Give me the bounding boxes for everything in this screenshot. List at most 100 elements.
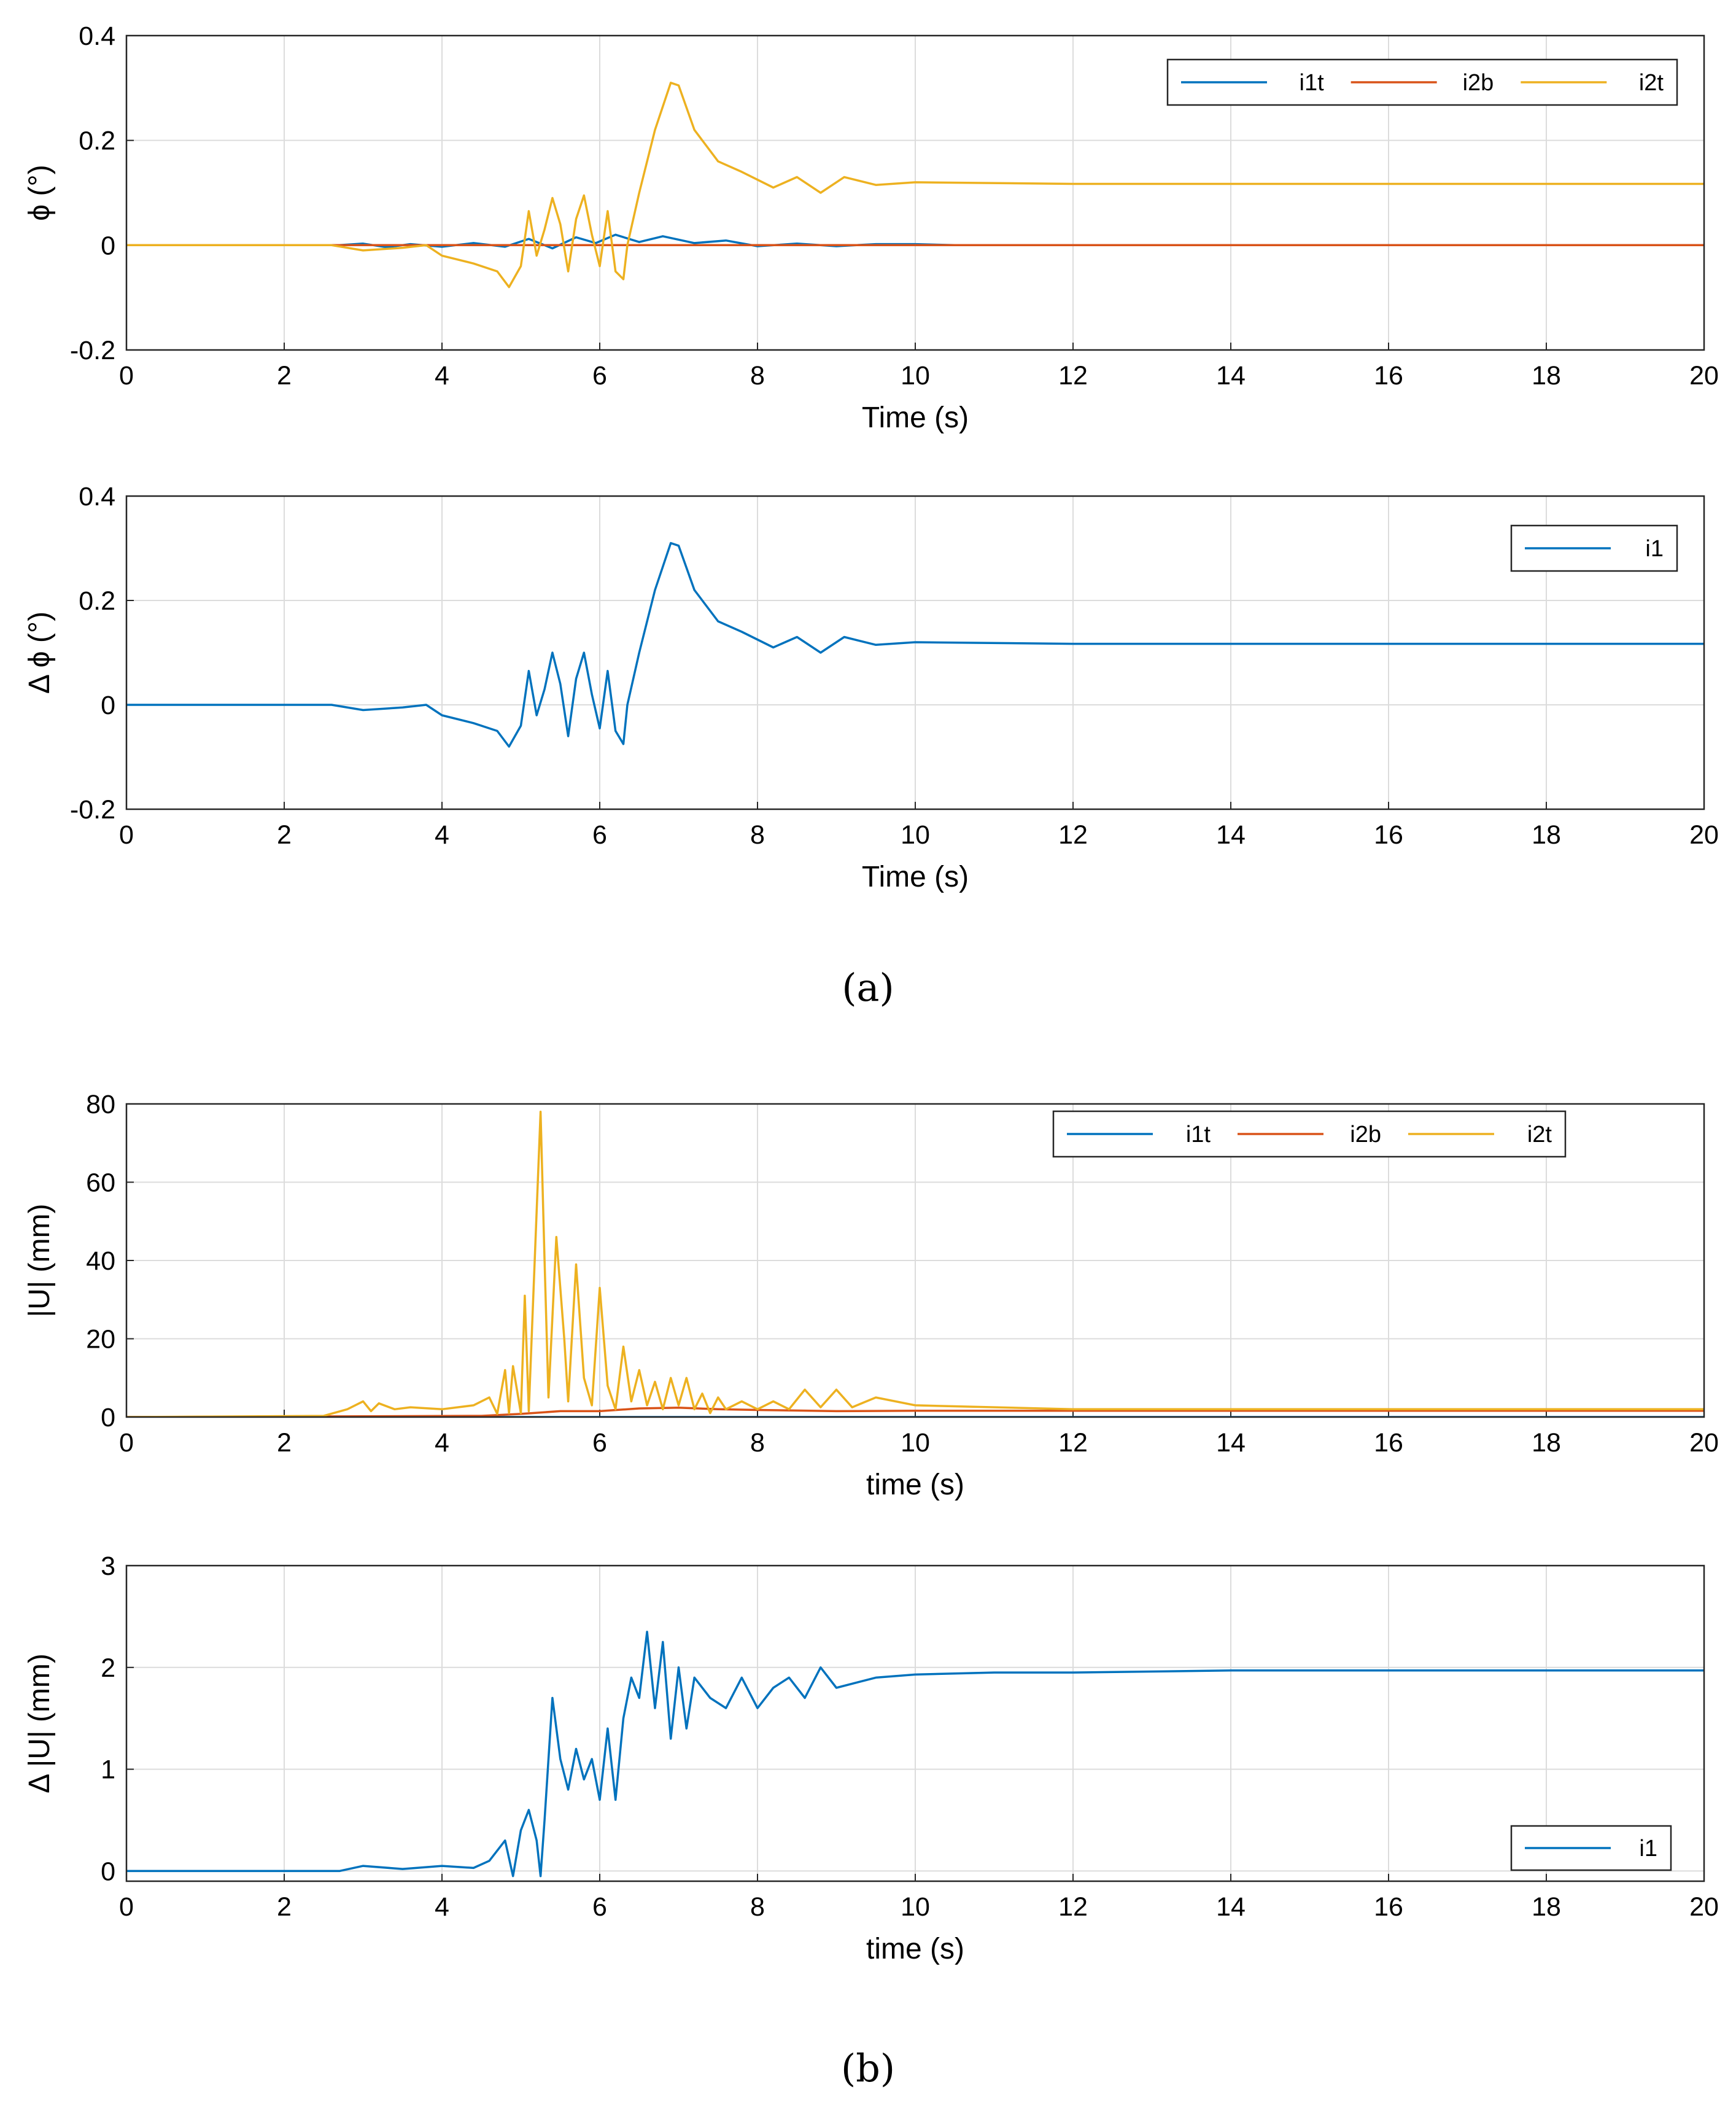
x-tick-label: 14 — [1216, 361, 1246, 390]
x-tick-label: 16 — [1374, 361, 1403, 390]
x-tick-label: 4 — [435, 1428, 449, 1458]
series-line-i2b — [126, 1406, 1704, 1417]
x-tick-label: 8 — [750, 1892, 765, 1922]
x-tick-label: 8 — [750, 820, 765, 850]
displacement-plot: 0 2 4 6 8 10 12 14 16 18 20 0 20 40 60 80 time (s) |U| (m… — [23, 1090, 1719, 1501]
x-tick-label: 2 — [277, 820, 292, 850]
axes-box — [125, 495, 1705, 810]
y-axis-label: |U| (mm) — [23, 1204, 56, 1318]
x-tick-label: 2 — [277, 361, 292, 390]
axes-box — [125, 1103, 1705, 1418]
series-group — [126, 542, 1704, 748]
legend: i1t i2b i2t — [1052, 1110, 1567, 1158]
x-tick-label: 6 — [592, 1428, 607, 1458]
x-tick-label: 10 — [901, 1892, 930, 1922]
x-tick-label: 0 — [119, 820, 134, 850]
y-tick-label: 0 — [101, 1403, 115, 1432]
y-axis-label: Δ ϕ (°) — [23, 612, 56, 694]
x-tick-label: 20 — [1689, 820, 1719, 850]
x-tick-label: 4 — [435, 361, 449, 390]
y-tick-label: 60 — [86, 1168, 115, 1198]
x-tick-label: 0 — [119, 1892, 134, 1922]
x-tick-label: 16 — [1374, 1892, 1403, 1922]
x-tick-label: 14 — [1216, 820, 1246, 850]
y-tick-label: 0.2 — [79, 126, 115, 156]
caption-a: (a) — [842, 965, 894, 1010]
y-tick-label: 0.4 — [79, 482, 115, 511]
x-tick-label: 6 — [592, 361, 607, 390]
legend-label-i2b: i2b — [1350, 1122, 1381, 1148]
legend-label-i2t: i2t — [1527, 1122, 1552, 1148]
x-tick-label: 14 — [1216, 1428, 1246, 1458]
x-tick-label: 20 — [1689, 1892, 1719, 1922]
x-tick-label: 18 — [1532, 1428, 1561, 1458]
series-group — [126, 1631, 1704, 1878]
y-tick-label: 0 — [101, 691, 115, 720]
y-tick-label: 3 — [101, 1551, 115, 1581]
y-tick-label: 0.2 — [79, 586, 115, 616]
x-tick-label: 0 — [119, 361, 134, 390]
x-tick-label: 20 — [1689, 361, 1719, 390]
y-axis-label: Δ |U| (mm) — [23, 1653, 56, 1793]
x-tick-label: 2 — [277, 1892, 292, 1922]
x-tick-label: 18 — [1532, 361, 1561, 390]
x-tick-label: 2 — [277, 1428, 292, 1458]
x-tick-label: 8 — [750, 361, 765, 390]
x-tick-label: 14 — [1216, 1892, 1246, 1922]
legend: i1 — [1510, 524, 1678, 572]
y-tick-label: 40 — [86, 1246, 115, 1276]
y-tick-label: 20 — [86, 1325, 115, 1354]
x-tick-label: 12 — [1058, 361, 1088, 390]
x-tick-label: 12 — [1058, 1892, 1088, 1922]
legend-label-i1: i1 — [1645, 536, 1664, 562]
x-tick-label: 8 — [750, 1428, 765, 1458]
series-line-i1 — [126, 1631, 1704, 1878]
y-tick-label: -0.2 — [70, 795, 115, 825]
x-tick-label: 6 — [592, 1892, 607, 1922]
x-tick-label: 16 — [1374, 1428, 1403, 1458]
series-line-i2t — [126, 1111, 1704, 1417]
y-tick-label: -0.2 — [70, 336, 115, 365]
x-axis-label: Time (s) — [862, 861, 969, 893]
series-group — [126, 1111, 1704, 1417]
y-tick-label: 2 — [101, 1653, 115, 1683]
series-line-i1 — [126, 542, 1704, 748]
legend-label-i1t: i1t — [1300, 70, 1325, 96]
x-axis-label: time (s) — [866, 1469, 964, 1501]
series-group — [126, 82, 1704, 289]
x-tick-label: 18 — [1532, 820, 1561, 850]
x-tick-label: 4 — [435, 1892, 449, 1922]
legend-label-i1: i1 — [1639, 1836, 1657, 1862]
x-tick-label: 18 — [1532, 1892, 1561, 1922]
x-tick-label: 20 — [1689, 1428, 1719, 1458]
legend-label-i1t: i1t — [1186, 1122, 1211, 1148]
x-tick-label: 10 — [901, 361, 930, 390]
x-tick-label: 4 — [435, 820, 449, 850]
y-tick-label: 1 — [101, 1755, 115, 1785]
x-tick-label: 10 — [901, 820, 930, 850]
y-tick-label: 0.4 — [79, 21, 115, 51]
y-tick-label: 0 — [101, 1857, 115, 1886]
x-tick-label: 0 — [119, 1428, 134, 1458]
x-tick-label: 16 — [1374, 820, 1403, 850]
x-tick-label: 12 — [1058, 820, 1088, 850]
legend-label-i2b: i2b — [1463, 70, 1494, 96]
caption-b: (b) — [841, 2046, 895, 2091]
y-axis-label: ϕ (°) — [23, 165, 56, 220]
x-tick-label: 6 — [592, 820, 607, 850]
legend: i1t i2b i2t — [1166, 58, 1678, 106]
axes-box — [125, 34, 1705, 351]
series-line-i2t — [126, 82, 1704, 289]
x-axis-label: Time (s) — [862, 402, 969, 434]
legend-label-i2t: i2t — [1639, 70, 1664, 96]
axes-box — [125, 1564, 1705, 1882]
y-tick-label: 0 — [101, 231, 115, 260]
x-tick-label: 12 — [1058, 1428, 1088, 1458]
x-tick-label: 10 — [901, 1428, 930, 1458]
legend: i1 — [1510, 1825, 1672, 1871]
x-axis-label: time (s) — [866, 1933, 964, 1965]
y-tick-label: 80 — [86, 1090, 115, 1119]
